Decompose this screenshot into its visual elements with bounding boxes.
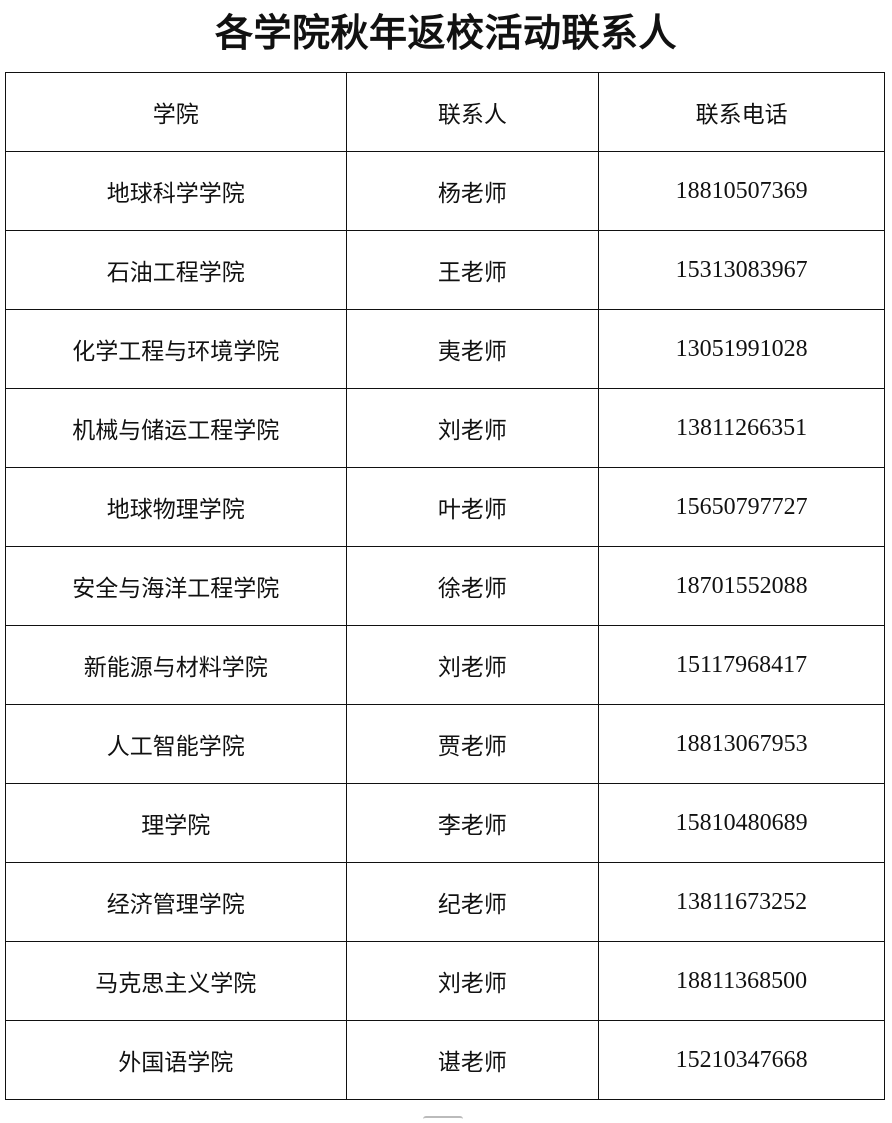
phone-cell: 18813067953 (598, 704, 885, 784)
college-cell: 地球物理学院 (5, 467, 347, 547)
table-header-row: 学院 联系人 联系电话 (5, 72, 885, 152)
header-college: 学院 (5, 72, 347, 152)
contact-cell: 叶老师 (345, 467, 600, 547)
contact-cell: 谌老师 (345, 1020, 600, 1100)
phone-cell: 18810507369 (598, 151, 885, 231)
phone-cell: 15810480689 (598, 783, 885, 863)
table-row: 外国语学院 谌老师 15210347668 (5, 1020, 885, 1100)
table-row: 化学工程与环境学院 夷老师 13051991028 (5, 309, 885, 389)
college-cell: 地球科学学院 (5, 151, 347, 231)
college-cell: 新能源与材料学院 (5, 625, 347, 705)
table-row: 马克思主义学院 刘老师 18811368500 (5, 941, 885, 1021)
contact-cell: 王老师 (345, 230, 600, 310)
contact-cell: 刘老师 (345, 625, 600, 705)
phone-cell: 18701552088 (598, 546, 885, 626)
contact-cell: 贾老师 (345, 704, 600, 784)
table-row: 经济管理学院 纪老师 13811673252 (5, 862, 885, 942)
college-cell: 石油工程学院 (5, 230, 347, 310)
table-row: 人工智能学院 贾老师 18813067953 (5, 704, 885, 784)
table-row: 石油工程学院 王老师 15313083967 (5, 230, 885, 310)
table-row: 新能源与材料学院 刘老师 15117968417 (5, 625, 885, 705)
table-row: 理学院 李老师 15810480689 (5, 783, 885, 863)
contact-cell: 纪老师 (345, 862, 600, 942)
phone-cell: 18811368500 (598, 941, 885, 1021)
table-row: 地球物理学院 叶老师 15650797727 (5, 467, 885, 547)
phone-cell: 15117968417 (598, 625, 885, 705)
contact-cell: 刘老师 (345, 388, 600, 468)
college-cell: 机械与储运工程学院 (5, 388, 347, 468)
contact-cell: 徐老师 (345, 546, 600, 626)
phone-cell: 13811266351 (598, 388, 885, 468)
contact-cell: 夷老师 (345, 309, 600, 389)
college-cell: 安全与海洋工程学院 (5, 546, 347, 626)
table-row: 机械与储运工程学院 刘老师 13811266351 (5, 388, 885, 468)
college-cell: 马克思主义学院 (5, 941, 347, 1021)
college-cell: 外国语学院 (5, 1020, 347, 1100)
college-cell: 经济管理学院 (5, 862, 347, 942)
header-contact: 联系人 (345, 72, 600, 152)
college-cell: 理学院 (5, 783, 347, 863)
college-cell: 人工智能学院 (5, 704, 347, 784)
phone-cell: 13051991028 (598, 309, 885, 389)
contact-table: 学院 联系人 联系电话 地球科学学院 杨老师 18810507369 石油工程学院 王老… (5, 72, 885, 1100)
header-phone: 联系电话 (598, 72, 885, 152)
phone-cell: 15313083967 (598, 230, 885, 310)
contact-cell: 李老师 (345, 783, 600, 863)
phone-cell: 15210347668 (598, 1020, 885, 1100)
phone-cell: 15650797727 (598, 467, 885, 547)
contact-cell: 刘老师 (345, 941, 600, 1021)
table-row: 安全与海洋工程学院 徐老师 18701552088 (5, 546, 885, 626)
phone-cell: 13811673252 (598, 862, 885, 942)
contact-cell: 杨老师 (345, 151, 600, 231)
table-row: 地球科学学院 杨老师 18810507369 (5, 151, 885, 231)
page-title: 各学院秋年返校活动联系人 (214, 10, 677, 55)
scroll-handle (423, 1116, 463, 1123)
college-cell: 化学工程与环境学院 (5, 309, 347, 389)
